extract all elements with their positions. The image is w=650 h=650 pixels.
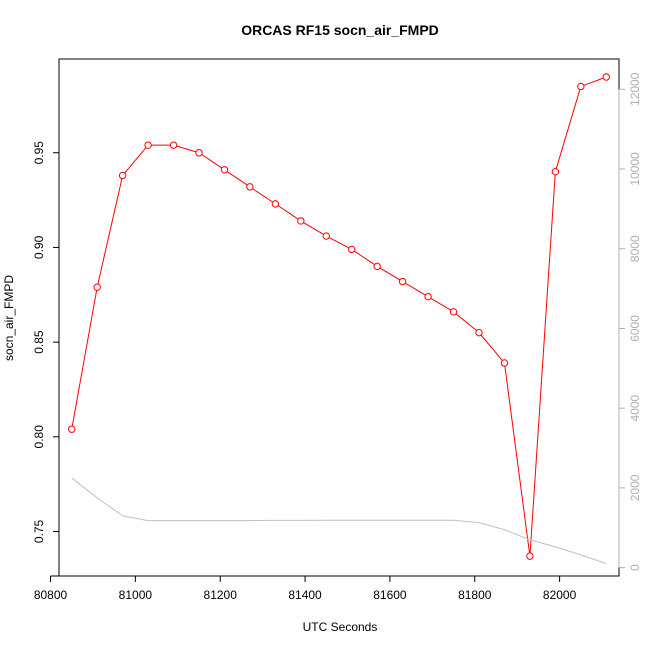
y2-tick-label: 6000 <box>628 315 642 342</box>
x-tick-label: 81600 <box>373 588 407 602</box>
data-point <box>500 359 509 367</box>
secondary-series-line <box>71 477 607 565</box>
y-tick-label: 0.80 <box>32 425 46 449</box>
y2-tick-label: 2000 <box>628 474 642 501</box>
chart-title: ORCAS RF15 socn_air_FMPD <box>241 22 439 38</box>
data-point <box>526 552 534 560</box>
y2-tick-label: 8000 <box>628 235 642 262</box>
data-point <box>297 217 305 225</box>
data-point <box>118 171 127 180</box>
data-point <box>348 245 356 254</box>
primary-series-line <box>71 76 607 557</box>
data-point <box>322 232 330 240</box>
data-point <box>271 200 280 208</box>
data-point <box>602 73 610 81</box>
data-point <box>169 141 178 149</box>
y-tick-label: 0.95 <box>32 141 46 165</box>
x-axis-label: UTC Seconds <box>303 620 378 634</box>
y2-tick-label: 12000 <box>628 72 642 106</box>
x-axis: 80800 81000 81200 81400 81600 81800 82000 <box>34 575 577 602</box>
y2-tick-label: 4000 <box>628 395 642 422</box>
data-point <box>246 183 254 191</box>
x-tick-label: 82000 <box>543 588 577 602</box>
x-tick-label: 81400 <box>288 588 322 602</box>
y-axis-label: socn_air_FMPD <box>2 275 16 361</box>
x-tick-label: 81000 <box>119 588 153 602</box>
series-layer <box>68 73 610 565</box>
data-point <box>398 277 407 286</box>
x-tick-label: 81200 <box>204 588 238 602</box>
plot-area <box>58 58 620 577</box>
data-point <box>424 292 432 301</box>
x-tick-label: 81800 <box>458 588 492 602</box>
y2-tick-label: 10000 <box>628 152 642 186</box>
data-point <box>68 425 76 433</box>
x-tick-label: 80800 <box>34 588 68 602</box>
data-point <box>93 283 101 291</box>
data-point <box>475 328 483 337</box>
data-point <box>551 167 560 176</box>
y-tick-label: 0.85 <box>32 330 46 354</box>
data-point <box>449 308 458 316</box>
data-point <box>220 166 229 174</box>
data-point <box>373 262 381 271</box>
y-axis: 0.75 0.80 0.85 0.90 0.95 <box>32 141 60 543</box>
data-point <box>577 82 585 91</box>
y2-axis: 0 2000 4000 6000 8000 10000 12000 <box>618 72 642 571</box>
y-tick-label: 0.75 <box>32 519 46 543</box>
data-point <box>195 149 203 157</box>
data-point <box>144 141 152 149</box>
y-tick-label: 0.90 <box>32 235 46 259</box>
y2-tick-label: 0 <box>628 564 642 571</box>
